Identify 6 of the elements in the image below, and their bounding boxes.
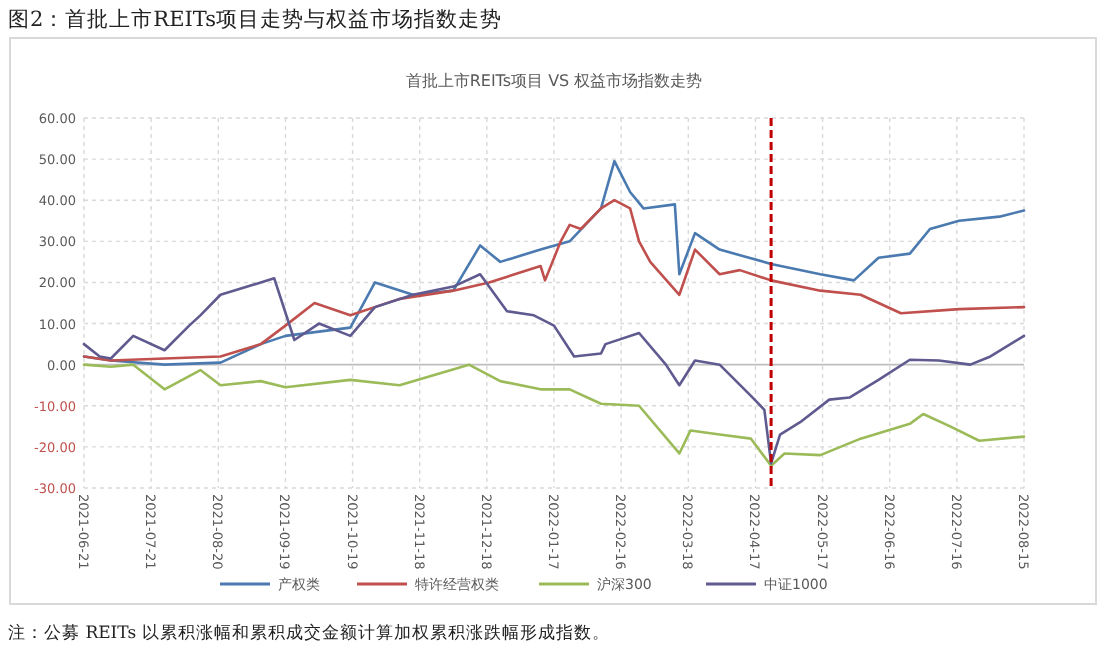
line-series [82, 272, 1026, 465]
chart-title: 图2：首批上市REITs项目走势与权益市场指数走势 [8, 6, 503, 32]
line-series [82, 198, 1026, 362]
line-series [82, 363, 1026, 468]
text: 注：公募 REITs 以累积涨幅和累积成交金额计算加权累积涨跌幅形成指数。 [8, 622, 610, 644]
chart-subtitle: 首批上市REITs项目 VS 权益市场指数走势 [405, 72, 703, 90]
